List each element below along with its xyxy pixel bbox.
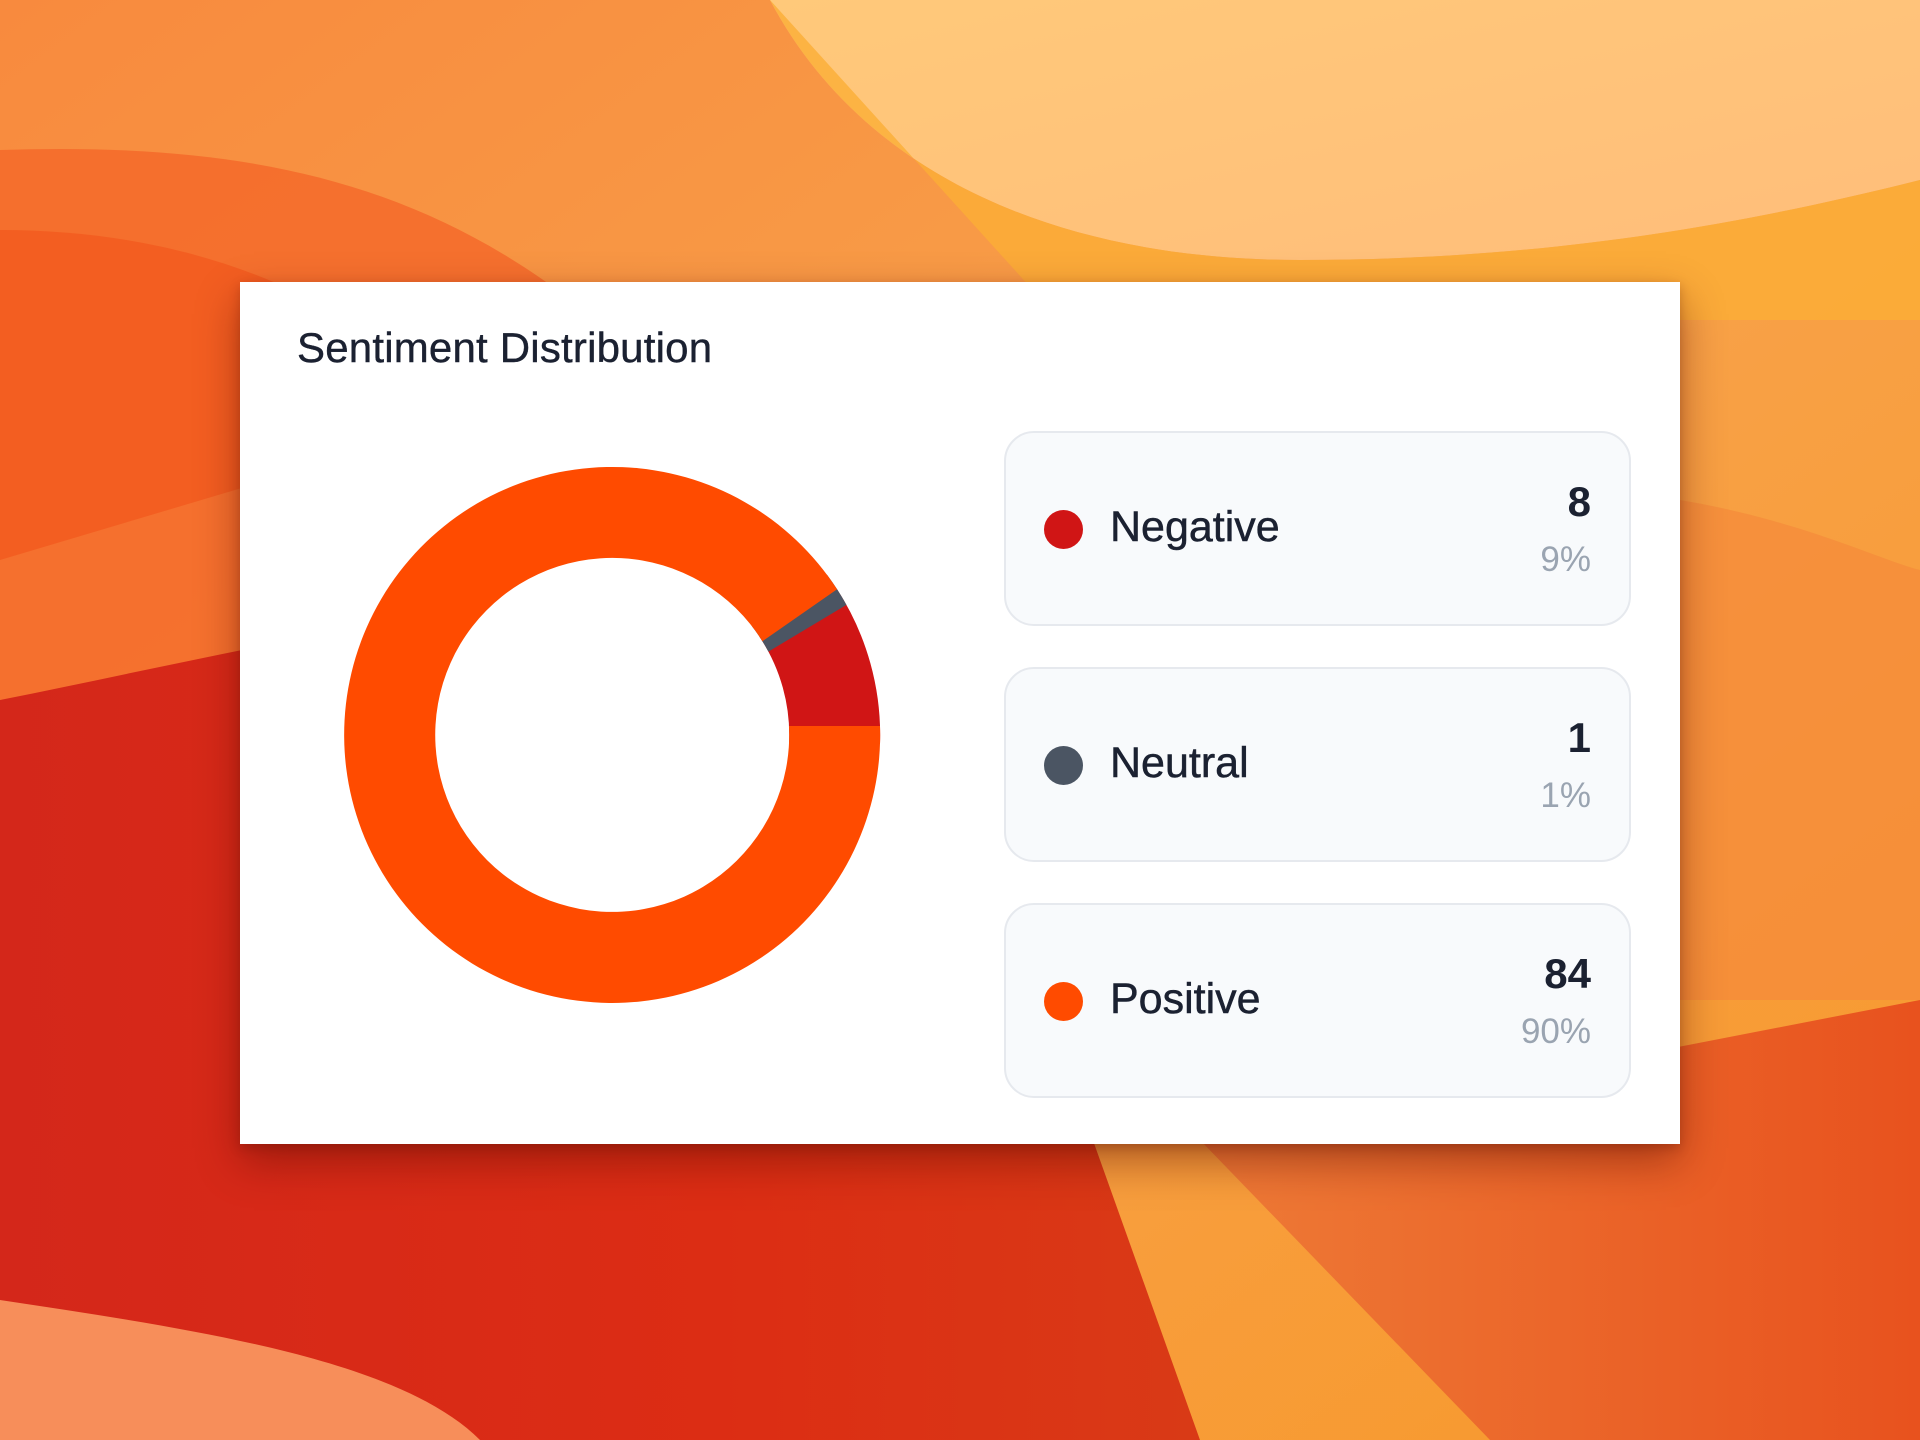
positive-dot-icon <box>1044 982 1083 1021</box>
legend-label: Negative <box>1110 503 1280 552</box>
legend-item-positive[interactable]: Positive 84 90% <box>1004 903 1631 1098</box>
negative-dot-icon <box>1044 510 1083 549</box>
legend-count: 84 <box>1544 950 1591 997</box>
legend-item-neutral[interactable]: Neutral 1 1% <box>1004 667 1631 862</box>
neutral-dot-icon <box>1044 746 1083 785</box>
sentiment-distribution-card: Sentiment Distribution Negative 8 9% Neu… <box>240 282 1680 1144</box>
card-title: Sentiment Distribution <box>297 324 713 371</box>
legend-label: Positive <box>1110 975 1261 1024</box>
positive-segment[interactable] <box>344 466 881 1003</box>
legend-percent: 90% <box>1520 1012 1591 1051</box>
legend-label: Neutral <box>1110 739 1249 788</box>
sentiment-legend: Negative 8 9% Neutral 1 1% Positive 84 9… <box>1004 431 1631 1139</box>
legend-item-negative[interactable]: Negative 8 9% <box>1004 431 1631 626</box>
sentiment-donut-chart <box>344 466 881 1003</box>
legend-count: 8 <box>1567 478 1591 525</box>
legend-percent: 9% <box>1540 540 1591 579</box>
legend-count: 1 <box>1567 714 1591 761</box>
legend-percent: 1% <box>1540 776 1591 815</box>
